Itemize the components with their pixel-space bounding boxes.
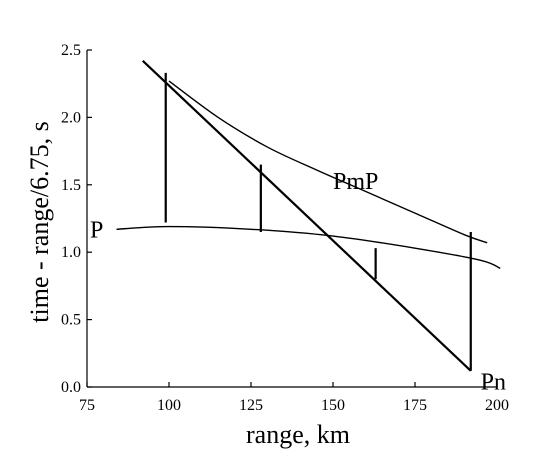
axes — [86, 50, 497, 388]
x-tick-label: 150 — [321, 397, 345, 414]
series-line-pmp — [168, 80, 488, 244]
curve-label-pn: Pn — [481, 370, 506, 396]
y-axis-title: time - range/6.75, s — [25, 121, 54, 322]
x-axis-title: range, km — [246, 420, 350, 449]
curve-label-p: P — [90, 217, 103, 243]
series-line-pn — [142, 59, 472, 372]
ticks: 75 100 125 150 175 200 0.0 0.5 1.0 1.5 2.0 2.5 — [61, 42, 509, 414]
x-tick-label: 175 — [403, 397, 427, 414]
y-tick-label: 1.5 — [61, 177, 81, 194]
series-line-p — [116, 225, 501, 270]
x-tick-label: 100 — [157, 397, 181, 414]
vertical-segments — [164, 72, 472, 371]
y-tick-label: 1.0 — [61, 244, 81, 261]
x-tick-label: 200 — [485, 397, 509, 414]
y-tick-label: 2.0 — [61, 109, 81, 126]
series-lines — [116, 59, 501, 372]
y-tick-label: 0.5 — [61, 312, 81, 329]
labels: P PmP Pn — [90, 169, 506, 396]
y-tick-label: 2.5 — [61, 42, 81, 59]
x-tick-label: 125 — [239, 397, 263, 414]
x-tick-label: 75 — [79, 397, 95, 414]
y-tick-label: 0.0 — [61, 379, 81, 396]
curve-label-pmp: PmP — [333, 169, 378, 195]
